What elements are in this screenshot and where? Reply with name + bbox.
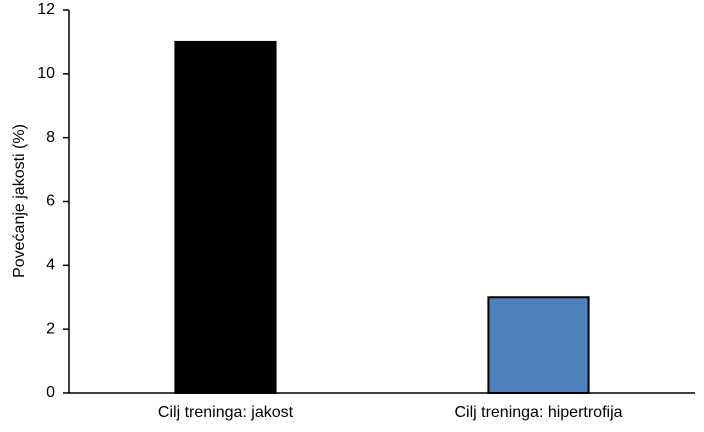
bar — [174, 40, 277, 395]
y-tick-label: 0 — [46, 384, 55, 401]
y-tick-label: 10 — [37, 65, 55, 82]
bar — [487, 296, 590, 394]
y-tick-label: 12 — [37, 1, 55, 18]
y-axis-label: Povećanje jakosti (%) — [11, 124, 28, 278]
y-tick-label: 6 — [46, 193, 55, 210]
y-tick-label: 8 — [46, 129, 55, 146]
x-tick-label: Cilj treninga: hipertrofija — [454, 404, 622, 421]
x-tick-label: Cilj treninga: jakost — [158, 404, 294, 421]
y-tick-label: 2 — [46, 320, 55, 337]
y-tick-label: 4 — [46, 257, 55, 274]
